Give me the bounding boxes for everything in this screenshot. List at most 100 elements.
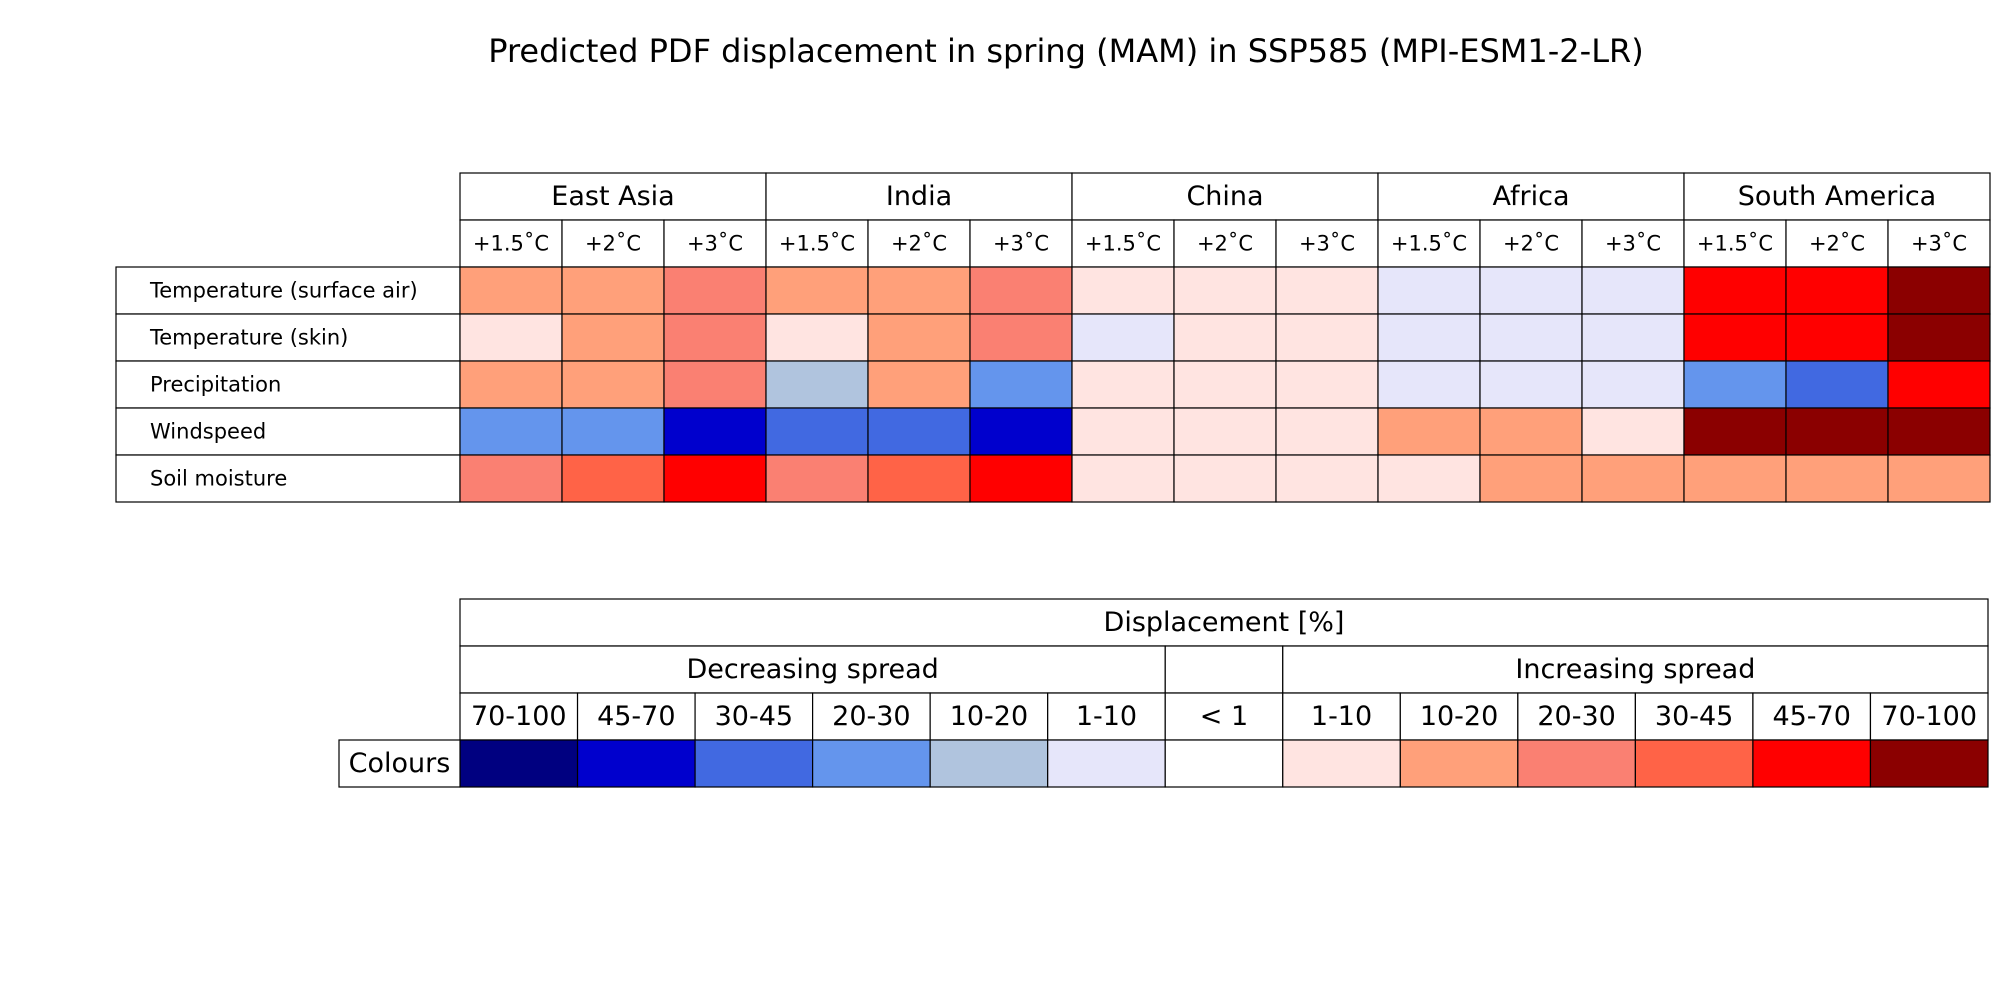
- heatmap-cell: [867, 266, 971, 315]
- heatmap-cell: [1173, 407, 1277, 456]
- legend-swatch: [812, 739, 931, 788]
- variable-label-cell: [115, 360, 461, 409]
- legend-bin-label: 10-20: [1420, 701, 1498, 732]
- heatmap-cell: [1887, 454, 1991, 503]
- level-header-cell: [765, 219, 869, 268]
- heatmap-cell: [459, 407, 563, 456]
- legend-swatch: [1047, 739, 1166, 788]
- heatmap-cell: [1683, 454, 1787, 503]
- heatmap-cell: [969, 313, 1073, 362]
- heatmap-cell: [1785, 266, 1889, 315]
- heatmap-cell: [663, 407, 767, 456]
- heatmap-cell: [1581, 454, 1685, 503]
- heatmap-cell: [459, 454, 563, 503]
- variable-label: Temperature (surface air): [149, 279, 418, 303]
- heatmap-cell: [765, 360, 869, 409]
- legend-bin-label: 1-10: [1076, 701, 1137, 732]
- region-header: South America: [1738, 181, 1936, 212]
- level-header: +1.5˚C: [1391, 232, 1467, 256]
- heatmap-cell: [867, 407, 971, 456]
- level-header: +3˚C: [687, 232, 743, 256]
- legend-table: Displacement [%] Decreasing spread Increas…: [338, 598, 1989, 788]
- heatmap-cell: [765, 454, 869, 503]
- region-header: China: [1186, 181, 1263, 212]
- legend-swatch: [1634, 739, 1754, 788]
- level-header: +2˚C: [585, 232, 641, 256]
- level-header-cell: [1581, 219, 1685, 268]
- heatmap-cell: [1275, 266, 1379, 315]
- legend-bin-label: 1-10: [1311, 701, 1372, 732]
- legend-bin-label: 20-30: [1537, 701, 1615, 732]
- heatmap-cell: [1479, 266, 1583, 315]
- heatmap-cell: [867, 360, 971, 409]
- heatmap-cell: [1785, 360, 1889, 409]
- heatmap-cell: [1581, 313, 1685, 362]
- region-header-cell: [459, 172, 767, 221]
- region-header-cell: [1683, 172, 1991, 221]
- increasing-header-cell: [1282, 645, 1989, 694]
- heatmap-cell: [1173, 313, 1277, 362]
- heatmap-cell: [1479, 360, 1583, 409]
- level-header: +2˚C: [891, 232, 947, 256]
- heatmap-cell: [561, 266, 665, 315]
- heatmap-cell: [1785, 313, 1889, 362]
- legend-swatch: [576, 739, 696, 788]
- legend-bin-cell: [459, 692, 579, 741]
- legend-swatch: [1399, 739, 1519, 788]
- heatmap-cell: [663, 313, 767, 362]
- level-header: +2˚C: [1197, 232, 1253, 256]
- legend-bin-label: 45-70: [1772, 701, 1850, 732]
- legend-bin-cell: [1752, 692, 1872, 741]
- increasing-spread-label: Increasing spread: [1515, 654, 1755, 685]
- heatmap-cell: [561, 360, 665, 409]
- heatmap-cell: [867, 454, 971, 503]
- level-header: +3˚C: [1605, 232, 1661, 256]
- colours-label: Colours: [349, 748, 451, 779]
- decreasing-header-cell: [459, 645, 1166, 694]
- heatmap-cell: [1275, 360, 1379, 409]
- heatmap-cell: [1071, 266, 1175, 315]
- legend-swatch: [459, 739, 579, 788]
- heatmap-cell: [1581, 360, 1685, 409]
- level-header-cell: [1887, 219, 1991, 268]
- region-header: Africa: [1492, 181, 1569, 212]
- level-header-cell: [1785, 219, 1889, 268]
- level-header: +1.5˚C: [779, 232, 855, 256]
- heatmap-cell: [1479, 454, 1583, 503]
- level-header-cell: [969, 219, 1073, 268]
- legend-bin-cell: [1282, 692, 1401, 741]
- heatmap-cell: [1887, 313, 1991, 362]
- heatmap-cell: [765, 407, 869, 456]
- legend-swatch: [1517, 739, 1636, 788]
- heatmap-cell: [1887, 407, 1991, 456]
- legend-swatch: [694, 739, 814, 788]
- level-header: +1.5˚C: [1697, 232, 1773, 256]
- heatmap-cell: [867, 313, 971, 362]
- legend-swatch: [1282, 739, 1401, 788]
- heatmap-cell: [1275, 454, 1379, 503]
- legend-bin-label: 10-20: [950, 701, 1028, 732]
- legend-bin-label: 30-45: [1655, 701, 1733, 732]
- heatmap-cell: [1275, 407, 1379, 456]
- level-header-cell: [1683, 219, 1787, 268]
- legend-title-cell: [459, 598, 1989, 647]
- heatmap-cell: [765, 313, 869, 362]
- heatmap-cell: [765, 266, 869, 315]
- heatmap-cell: [1887, 360, 1991, 409]
- heatmap-cell: [1173, 266, 1277, 315]
- heatmap-cell: [1377, 407, 1481, 456]
- heatmap-cell: [1071, 313, 1175, 362]
- heatmap-cell: [1683, 266, 1787, 315]
- chart-title: Predicted PDF displacement in spring (MA…: [488, 32, 1644, 70]
- legend-bin-cell: [694, 692, 814, 741]
- heatmap-cell: [1581, 266, 1685, 315]
- heatmap-cell: [663, 360, 767, 409]
- heatmap-cell: [969, 266, 1073, 315]
- legend-bin-cell: [1399, 692, 1519, 741]
- region-header: East Asia: [551, 181, 674, 212]
- heatmap-cell: [663, 454, 767, 503]
- colours-label-cell: [338, 739, 461, 788]
- heatmap-cell: [969, 407, 1073, 456]
